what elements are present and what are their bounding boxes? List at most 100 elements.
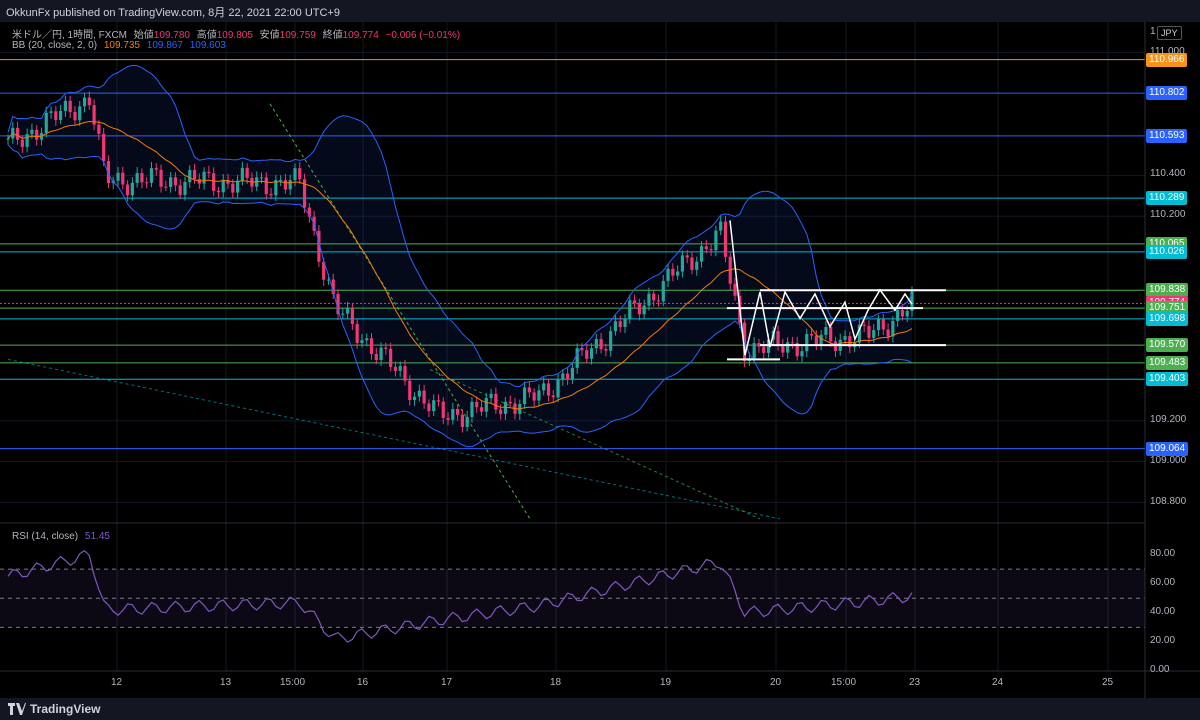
candle-body-11 [59, 110, 63, 120]
candle-body-102 [494, 393, 498, 410]
bb-lower-line [7, 144, 913, 448]
candle-body-124 [599, 339, 603, 350]
candle-body-150 [723, 221, 728, 257]
candle-body-136 [656, 300, 661, 302]
candle-body-143 [690, 257, 694, 270]
price-tick-2: 110.200 [1150, 209, 1186, 221]
time-tick-6: 19 [660, 677, 672, 688]
candle-body-131 [632, 300, 637, 304]
range-zigzag [729, 220, 913, 356]
candle-body-77 [374, 353, 378, 361]
rsi-tick-0: 80.00 [1150, 547, 1176, 559]
candle-body-101 [489, 393, 493, 398]
candle-body-152 [733, 283, 737, 296]
candle-body-140 [676, 271, 680, 276]
candle-body-130 [628, 300, 632, 319]
time-tick-10: 24 [992, 677, 1004, 688]
candle-body-69 [336, 294, 340, 315]
symbol-name[interactable]: 米ドル／円, 1時間, FXCM [12, 30, 128, 41]
candle-body-100 [484, 397, 488, 412]
time-tick-8: 15:00 [831, 677, 857, 688]
axis-top-label: 1 [1150, 26, 1156, 37]
time-tick-11: 25 [1102, 677, 1114, 688]
candle-body-3 [20, 139, 24, 147]
candle-body-92 [446, 417, 450, 420]
bb-upper-line [7, 64, 913, 388]
candle-body-14 [73, 112, 77, 121]
grid [0, 22, 1145, 671]
candle-body-97 [470, 401, 474, 417]
candle-body-176 [848, 336, 852, 348]
candle-body-83 [403, 366, 407, 381]
candle-body-31 [154, 168, 158, 170]
rsi-tick-4: 0.00 [1150, 664, 1170, 675]
candle-body-96 [465, 416, 469, 427]
candle-body-127 [613, 321, 618, 332]
candle-body-81 [393, 366, 398, 371]
candle-body-158 [762, 346, 766, 353]
candle-body-126 [609, 331, 613, 351]
candle-body-20 [102, 133, 106, 162]
candle-body-46 [226, 179, 230, 184]
level-label-2: 110.593 [1146, 128, 1188, 143]
candle-body-114 [551, 395, 555, 398]
candle-body-98 [475, 401, 479, 408]
candle-body-57 [279, 180, 283, 182]
level-label-8: 109.751 [1146, 301, 1189, 316]
candle-body-71 [345, 307, 350, 314]
candle-body-80 [389, 348, 393, 367]
candle-body-135 [652, 293, 656, 301]
candle-body-159 [766, 339, 771, 353]
candle-body-170 [819, 334, 823, 345]
candle-body-91 [441, 401, 445, 418]
candle-body-19 [97, 124, 101, 134]
currency-badge[interactable]: JPY [1157, 26, 1182, 40]
candle-body-183 [881, 319, 885, 330]
candle-body-47 [231, 183, 235, 193]
candle-body-121 [585, 350, 589, 359]
bb-legend[interactable]: BB (20, close, 2, 0) 109.735 109.867 109… [12, 40, 226, 51]
candle-body-161 [776, 331, 780, 346]
time-tick-9: 23 [909, 677, 921, 688]
rsi-pane [0, 549, 1145, 643]
symbol-legend: 米ドル／円, 1時間, FXCM 始値109.780 高値109.805 安値1… [12, 30, 461, 41]
candle-body-179 [862, 324, 866, 326]
candle-body-93 [451, 408, 455, 420]
tradingview-logo-icon [8, 703, 26, 715]
candle-body-43 [212, 173, 216, 191]
candle-body-27 [135, 173, 139, 183]
candle-body-82 [398, 366, 402, 371]
candle-body-141 [680, 255, 685, 272]
candle-body-189 [910, 291, 914, 311]
rsi-legend[interactable]: RSI (14, close) 51.45 [12, 531, 110, 542]
candle-body-133 [642, 305, 646, 315]
candle-body-156 [752, 343, 756, 359]
candle-body-50 [245, 167, 249, 178]
candle-body-2 [15, 127, 20, 140]
candle-body-182 [876, 319, 881, 331]
candle-body-142 [685, 255, 689, 258]
candle-body-125 [604, 349, 608, 351]
candle-body-109 [527, 387, 531, 393]
candle-body-85 [412, 396, 417, 401]
candle-body-118 [570, 367, 575, 380]
candle-body-41 [202, 171, 206, 184]
candle-body-67 [326, 279, 331, 281]
candle-body-115 [556, 379, 560, 398]
time-tick-3: 16 [357, 677, 369, 688]
candle-body-180 [867, 325, 871, 338]
level-label-6: 109.838 [1146, 283, 1189, 298]
candle-body-168 [809, 333, 814, 336]
candle-body-55 [269, 193, 273, 196]
candle-body-62 [302, 179, 307, 208]
candle-body-29 [145, 182, 149, 184]
candle-body-112 [542, 383, 546, 391]
candle-body-49 [240, 167, 244, 181]
candle-body-9 [49, 111, 53, 113]
candle-body-151 [728, 256, 732, 284]
candle-body-17 [87, 97, 91, 106]
candle-body-122 [589, 348, 594, 359]
candle-body-36 [178, 185, 182, 195]
level-label-11: 109.483 [1146, 355, 1189, 370]
